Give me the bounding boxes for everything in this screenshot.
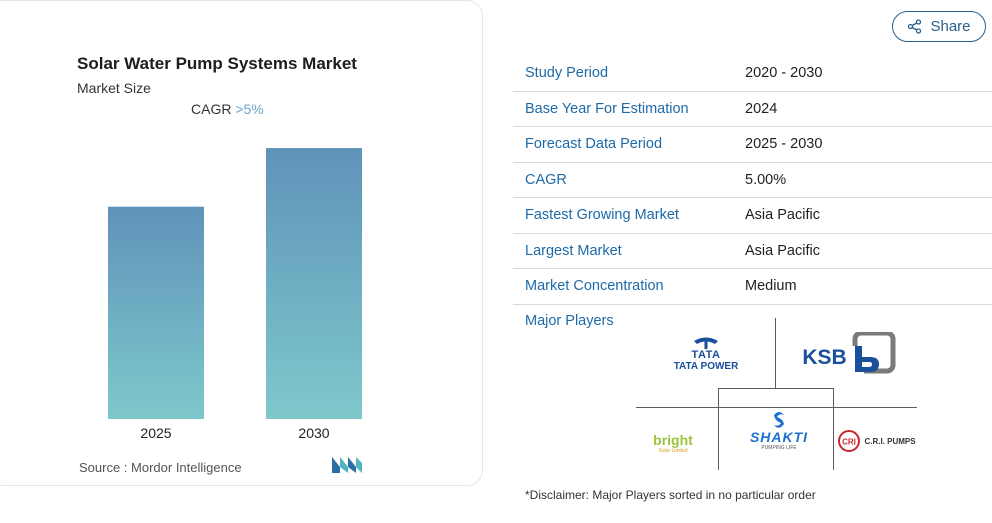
bright-sub-text: Solar Limited <box>658 448 688 454</box>
cri-text: C.R.I. PUMPS <box>864 436 916 446</box>
info-key: CAGR <box>525 171 567 188</box>
bright-solar-logo: bright Solar Limited <box>645 428 701 460</box>
bar-2030 <box>266 148 362 419</box>
info-row-base-year: Base Year For Estimation 2024 <box>513 92 992 127</box>
info-key: Forecast Data Period <box>525 136 663 153</box>
disclaimer-text: *Disclaimer: Major Players sorted in no … <box>525 488 816 502</box>
bar-chart: 2025 2030 <box>108 148 362 441</box>
players-box-top <box>718 388 833 389</box>
cagr-label: CAGR >5% <box>191 101 264 117</box>
info-value: 5.00% <box>745 171 787 188</box>
info-row-study-period: Study Period 2020 - 2030 <box>513 56 992 92</box>
info-value: Asia Pacific <box>745 242 820 259</box>
tata-power-text: TATA POWER <box>673 361 739 372</box>
info-key: Base Year For Estimation <box>525 100 689 117</box>
info-key: Study Period <box>525 65 609 82</box>
svg-text:CRI: CRI <box>843 438 857 447</box>
cri-pumps-logo: CRI C.R.I. PUMPS <box>836 428 918 454</box>
ksb-emblem-icon <box>849 332 896 374</box>
shakti-logo: SHAKTI PUMPING LIFE <box>735 405 823 457</box>
market-info-table: Study Period 2020 - 2030 Base Year For E… <box>513 56 992 305</box>
players-divider-vertical <box>775 318 776 388</box>
x-tick-label: 2030 <box>298 425 329 441</box>
market-size-card <box>0 0 483 486</box>
info-value: 2024 <box>745 100 778 117</box>
info-value: Asia Pacific <box>745 207 820 224</box>
info-key: Fastest Growing Market <box>525 207 679 224</box>
tata-emblem-icon <box>694 337 718 349</box>
cri-emblem-icon: CRI <box>838 430 861 452</box>
info-value: Medium <box>745 278 797 295</box>
players-box-left <box>718 388 719 470</box>
share-button[interactable]: Share <box>892 11 986 42</box>
share-icon <box>908 19 922 34</box>
share-label: Share <box>930 18 971 35</box>
bright-text: bright <box>653 432 693 448</box>
info-row-cagr: CAGR 5.00% <box>513 163 992 198</box>
shakti-text: SHAKTI <box>749 428 809 445</box>
mordor-logo-icon <box>332 457 362 473</box>
x-tick-label: 2025 <box>140 425 171 441</box>
bar-2025 <box>108 206 204 419</box>
ksb-logo: KSB <box>798 330 900 376</box>
info-key: Market Concentration <box>525 278 664 295</box>
tata-power-logo: TATA TATA POWER <box>660 332 752 378</box>
info-row-largest-market: Largest Market Asia Pacific <box>513 234 992 269</box>
info-value: 2020 - 2030 <box>745 65 823 82</box>
players-box-right <box>833 388 834 470</box>
chart-subtitle: Market Size <box>77 80 151 96</box>
players-divider-horizontal <box>636 407 917 408</box>
shakti-sub-text: PUMPING LIFE <box>761 444 797 451</box>
shakti-emblem-icon <box>774 411 784 428</box>
source-text: Source : Mordor Intelligence <box>79 460 242 475</box>
info-row-fastest-growing: Fastest Growing Market Asia Pacific <box>513 198 992 234</box>
info-row-forecast-period: Forecast Data Period 2025 - 2030 <box>513 127 992 163</box>
major-players-label: Major Players <box>525 313 614 329</box>
cagr-value: >5% <box>235 101 264 117</box>
info-row-concentration: Market Concentration Medium <box>513 269 992 305</box>
tata-text: TATA <box>691 349 721 361</box>
chart-title: Solar Water Pump Systems Market <box>77 54 357 73</box>
info-key: Largest Market <box>525 242 622 259</box>
cagr-text: CAGR <box>191 101 232 117</box>
ksb-text: KSB <box>802 346 847 369</box>
info-value: 2025 - 2030 <box>745 136 823 153</box>
